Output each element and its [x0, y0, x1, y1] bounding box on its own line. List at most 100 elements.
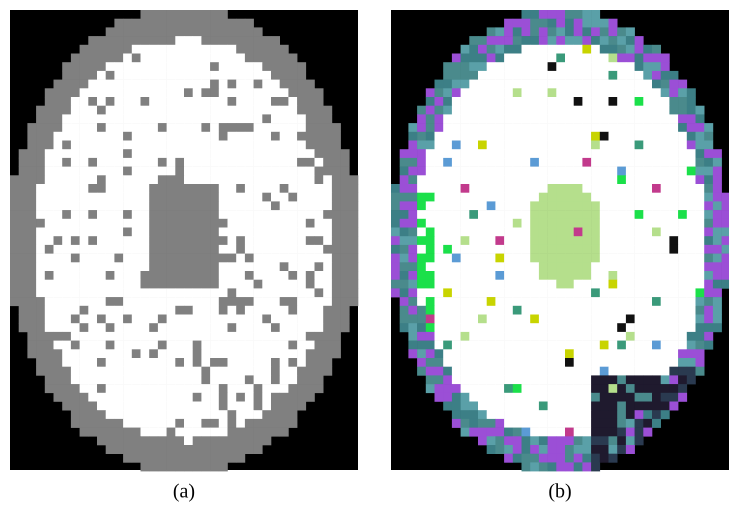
pixel — [219, 419, 228, 428]
pixel — [609, 219, 618, 228]
pixel — [315, 297, 324, 306]
panel-b — [391, 10, 729, 471]
pixel — [219, 341, 228, 350]
pixel — [175, 184, 184, 193]
pixel — [513, 341, 522, 350]
pixel — [478, 306, 487, 315]
pixel — [123, 167, 132, 176]
pixel — [254, 358, 263, 367]
pixel — [175, 114, 184, 123]
pixel — [158, 384, 167, 393]
pixel — [582, 27, 591, 36]
pixel — [539, 236, 548, 245]
pixel — [713, 236, 722, 245]
pixel — [228, 62, 237, 71]
pixel — [141, 245, 150, 254]
pixel — [175, 341, 184, 350]
pixel — [530, 19, 539, 28]
pixel — [315, 193, 324, 202]
pixel — [315, 323, 324, 332]
pixel — [184, 445, 193, 454]
pixel — [669, 175, 678, 184]
pixel — [426, 254, 435, 263]
pixel — [696, 341, 705, 350]
pixel — [443, 210, 452, 219]
pixel — [565, 201, 574, 210]
pixel — [262, 184, 271, 193]
pixel — [210, 219, 219, 228]
pixel — [36, 141, 45, 150]
pixel — [530, 10, 539, 19]
pixel — [245, 210, 254, 219]
pixel — [591, 462, 600, 471]
pixel — [297, 184, 306, 193]
pixel — [461, 288, 470, 297]
pixel — [175, 175, 184, 184]
pixel — [504, 375, 513, 384]
pixel — [236, 106, 245, 115]
pixel — [132, 384, 141, 393]
pixel — [669, 323, 678, 332]
pixel — [62, 384, 71, 393]
pixel — [45, 193, 54, 202]
pixel — [522, 19, 531, 28]
pixel — [635, 236, 644, 245]
pixel — [210, 141, 219, 150]
pixel — [71, 97, 80, 106]
pixel — [513, 80, 522, 89]
pixel — [696, 367, 705, 376]
pixel — [245, 375, 254, 384]
pixel — [687, 123, 696, 132]
pixel — [582, 454, 591, 463]
pixel — [141, 462, 150, 471]
pixel — [184, 375, 193, 384]
pixel — [297, 254, 306, 263]
pixel — [123, 393, 132, 402]
pixel — [88, 106, 97, 115]
pixel — [504, 262, 513, 271]
pixel — [574, 123, 583, 132]
pixel — [609, 367, 618, 376]
pixel — [687, 106, 696, 115]
pixel — [696, 219, 705, 228]
pixel — [288, 236, 297, 245]
pixel — [167, 375, 176, 384]
pixel — [236, 341, 245, 350]
pixel — [461, 106, 470, 115]
pixel — [426, 184, 435, 193]
pixel — [522, 71, 531, 80]
pixel — [193, 271, 202, 280]
pixel — [600, 123, 609, 132]
pixel — [236, 45, 245, 54]
pixel — [27, 201, 36, 210]
pixel — [478, 367, 487, 376]
pixel — [435, 297, 444, 306]
pixel — [106, 402, 115, 411]
pixel — [539, 132, 548, 141]
pixel — [158, 106, 167, 115]
pixel — [565, 323, 574, 332]
pixel — [219, 88, 228, 97]
pixel — [254, 219, 263, 228]
pixel — [556, 454, 565, 463]
pixel — [609, 158, 618, 167]
pixel — [478, 132, 487, 141]
pixel — [132, 193, 141, 202]
pixel — [210, 254, 219, 263]
pixel — [236, 19, 245, 28]
pixel — [158, 88, 167, 97]
pixel — [530, 54, 539, 63]
pixel — [236, 254, 245, 263]
pixel — [609, 393, 618, 402]
pixel — [219, 323, 228, 332]
pixel — [62, 358, 71, 367]
pixel — [167, 428, 176, 437]
pixel — [306, 288, 315, 297]
pixel — [62, 315, 71, 324]
pixel — [443, 315, 452, 324]
pixel — [478, 384, 487, 393]
pixel — [626, 297, 635, 306]
pixel — [548, 454, 557, 463]
pixel — [582, 332, 591, 341]
pixel — [228, 201, 237, 210]
